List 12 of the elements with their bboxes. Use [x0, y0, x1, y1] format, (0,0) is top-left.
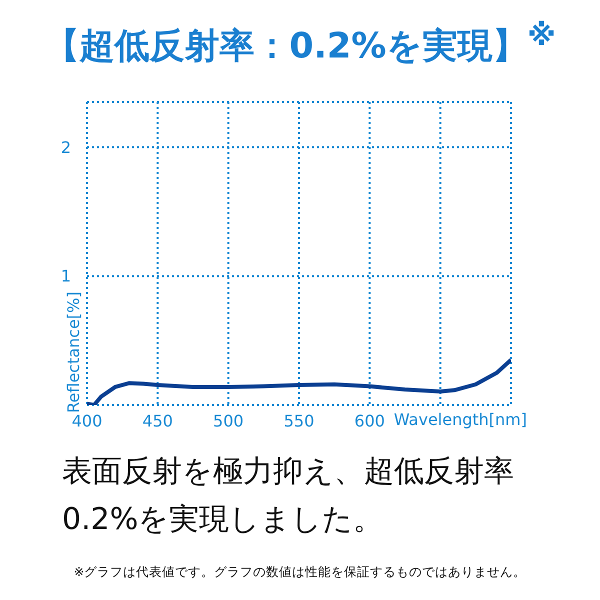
x-tick-label: 400 — [72, 411, 102, 430]
x-axis-title: Wavelength[nm] — [394, 410, 527, 429]
y-axis-title: Reflectance[%] — [64, 291, 83, 413]
text: ※グラフは代表値です。グラフの数値は性能を保証するものではありません。 — [72, 564, 528, 581]
y-tick-label: 2 — [60, 138, 71, 157]
x-tick-label: 550 — [284, 411, 314, 430]
x-tick-label: 500 — [213, 411, 244, 430]
y-tick-label: 1 — [60, 266, 71, 286]
x-tick-label: 450 — [142, 411, 173, 430]
text: 表面反射を極力抑え、超低反射率0.2%を実現しました。 — [62, 453, 515, 539]
x-tick-label: 600 — [354, 411, 385, 430]
chart-title: 【超低反射率：0.2%を実現】$^{※}$ — [43, 18, 557, 69]
